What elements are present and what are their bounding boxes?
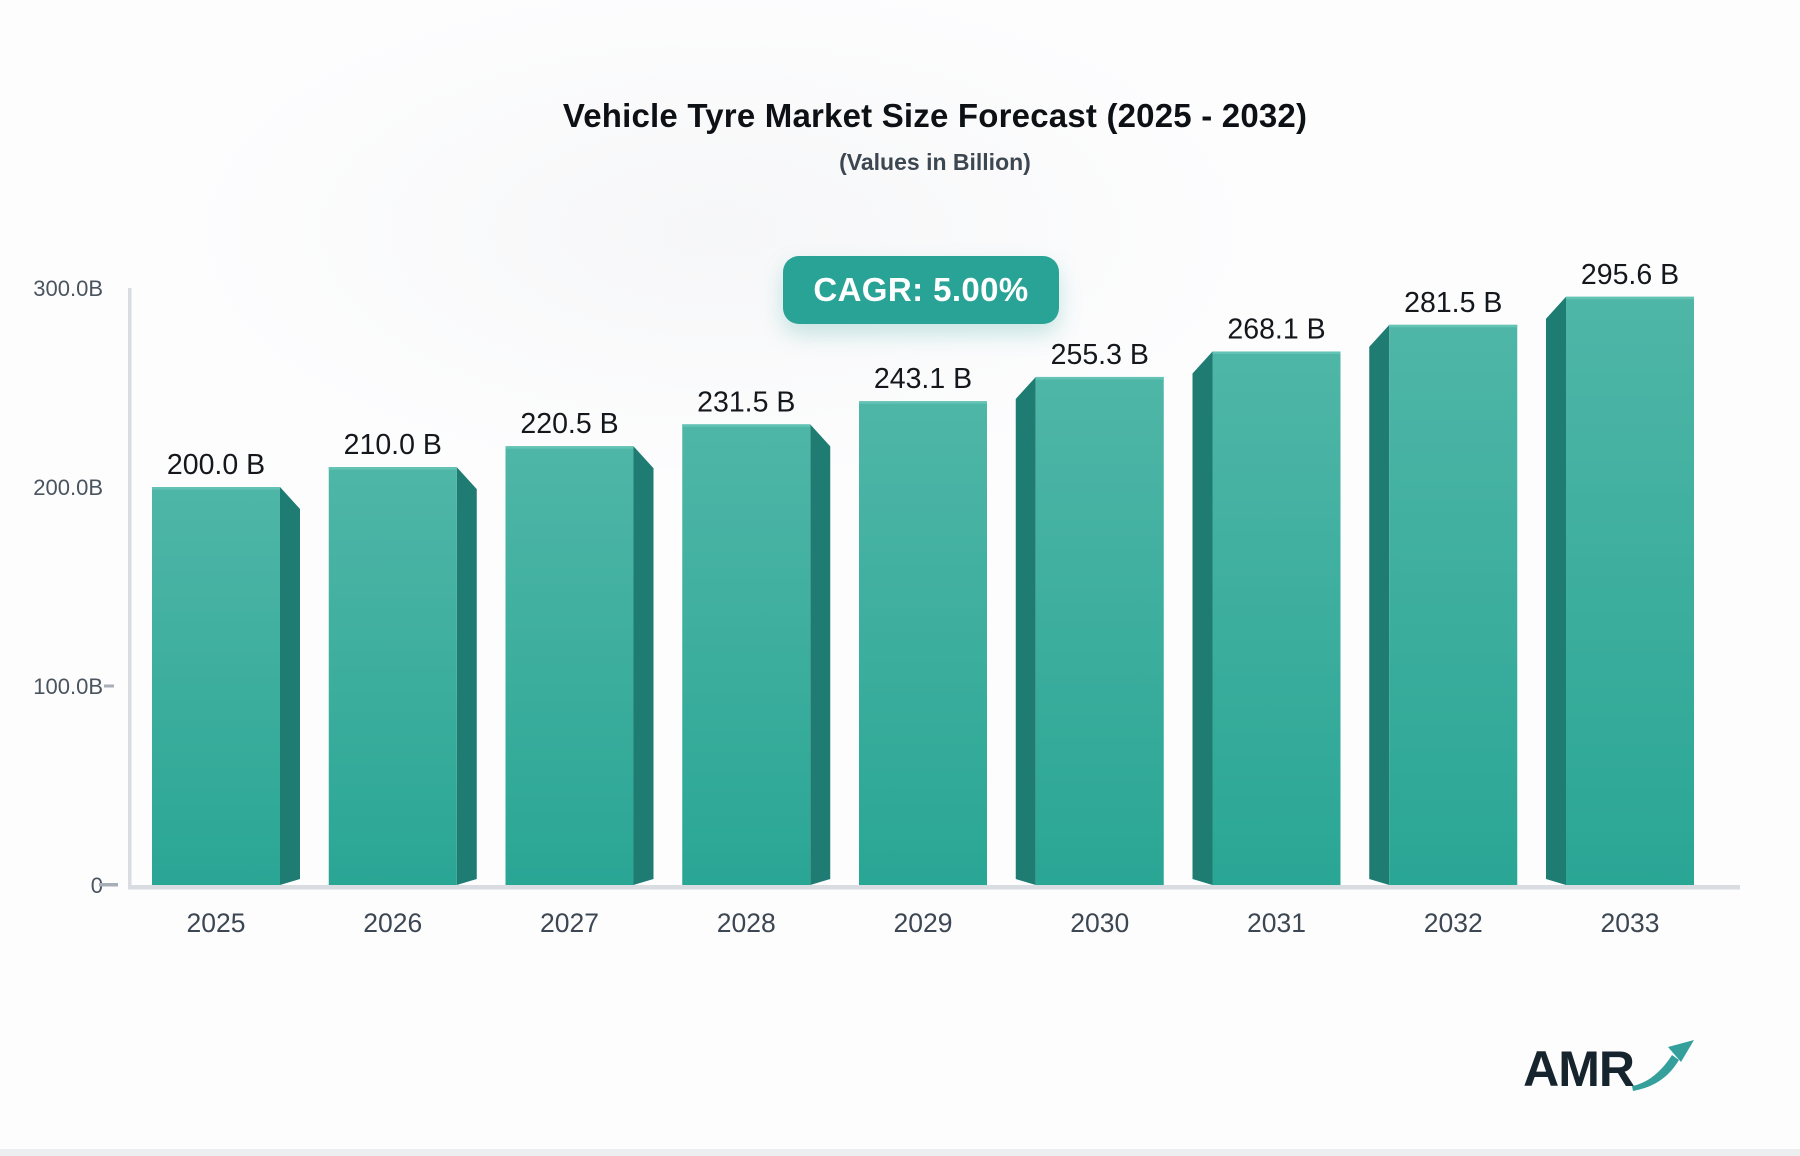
cagr-badge: CAGR: 5.00% [783,256,1059,324]
bar-face-2032 [1389,324,1518,885]
bar-face-2031 [1212,351,1341,886]
bar-face-2030 [1035,376,1164,885]
x-axis-label-2028: 2028 [717,908,776,938]
x-axis-label-2030: 2030 [1070,908,1129,938]
bar-value-label-2025: 200.0 B [167,449,265,481]
bar-value-label-2029: 243.1 B [874,363,972,395]
bar-face-2025 [152,487,280,885]
bar-top-edge-2030 [1035,376,1164,380]
bar-side-2025 [280,487,300,885]
bar-value-label-2033: 295.6 B [1581,259,1679,291]
x-axis-label-2032: 2032 [1424,908,1483,938]
bar-group-2030: 255.3 B 2030 [1015,339,1164,938]
y-tick-label-0: 0 [91,873,103,898]
bar-group-2033: 295.6 B 2033 [1546,259,1694,938]
bar-side-2028 [810,424,831,885]
cagr-badge-label: CAGR: 5.00% [813,271,1029,308]
bar-side-2033 [1546,296,1566,886]
chart-subtitle: (Values in Billion) [839,149,1031,175]
bar-side-2027 [633,446,654,885]
bar-top-edge-2026 [328,467,457,470]
amr-logo: AMR [1523,1034,1696,1104]
bar-top-edge-2025 [152,487,280,490]
bar-value-label-2028: 231.5 B [697,386,795,418]
bar-face-2033 [1566,296,1694,886]
x-axis-label-2031: 2031 [1247,908,1306,938]
bar-side-2030 [1015,376,1036,885]
growth-arrow-icon [1632,1040,1694,1091]
bar-group-2028: 231.5 B 2028 [682,386,831,938]
bar-group-2031: 268.1 B 2031 [1192,313,1341,938]
x-axis-label-2029: 2029 [894,908,953,938]
bar-group-2027: 220.5 B 2027 [505,408,654,938]
bar-group-2025: 200.0 B 2025 [152,449,300,938]
bar-top-edge-2027 [505,446,634,449]
bar-top-edge-2032 [1389,324,1518,328]
bar-group-2026: 210.0 B 2026 [328,429,477,938]
y-tick-label-300: 300.0B [33,276,103,301]
bar-value-label-2032: 281.5 B [1404,287,1502,319]
bar-group-2029: 243.1 B 2029 [859,363,987,938]
chart-title: Vehicle Tyre Market Size Forecast (2025 … [562,97,1308,134]
x-axis-label-2026: 2026 [363,908,422,938]
y-tick-mark-100 [104,684,114,688]
bar-top-edge-2028 [682,424,811,427]
bar-face-2026 [328,467,457,885]
bar-top-edge-2031 [1212,351,1341,354]
x-axis-label-2027: 2027 [540,908,599,938]
bottom-divider [0,1149,1800,1156]
y-tick-label-200: 200.0B [33,475,103,500]
bar-top-edge-2033 [1566,296,1694,300]
bar-group-2032: 281.5 B 2032 [1369,287,1518,938]
y-tick-label-100: 100.0B [33,674,103,699]
bar-face-2027 [505,446,634,885]
bar-value-label-2030: 255.3 B [1051,339,1149,371]
bar-value-label-2027: 220.5 B [520,408,618,440]
bar-face-2028 [682,424,811,885]
x-axis-label-2025: 2025 [187,908,246,938]
bar-side-2026 [456,467,477,885]
bar-side-2031 [1192,351,1213,886]
bar-value-label-2031: 268.1 B [1227,313,1325,345]
bar-side-2032 [1369,324,1390,885]
x-axis-label-2033: 2033 [1601,908,1660,938]
bar-top-edge-2029 [859,401,987,404]
y-axis-line [128,288,132,889]
bar-face-2029 [859,401,987,885]
bar-value-label-2026: 210.0 B [344,429,442,461]
y-tick-mark-0 [99,883,118,887]
x-axis-line [128,885,1740,890]
amr-logo-text: AMR [1523,1041,1635,1097]
